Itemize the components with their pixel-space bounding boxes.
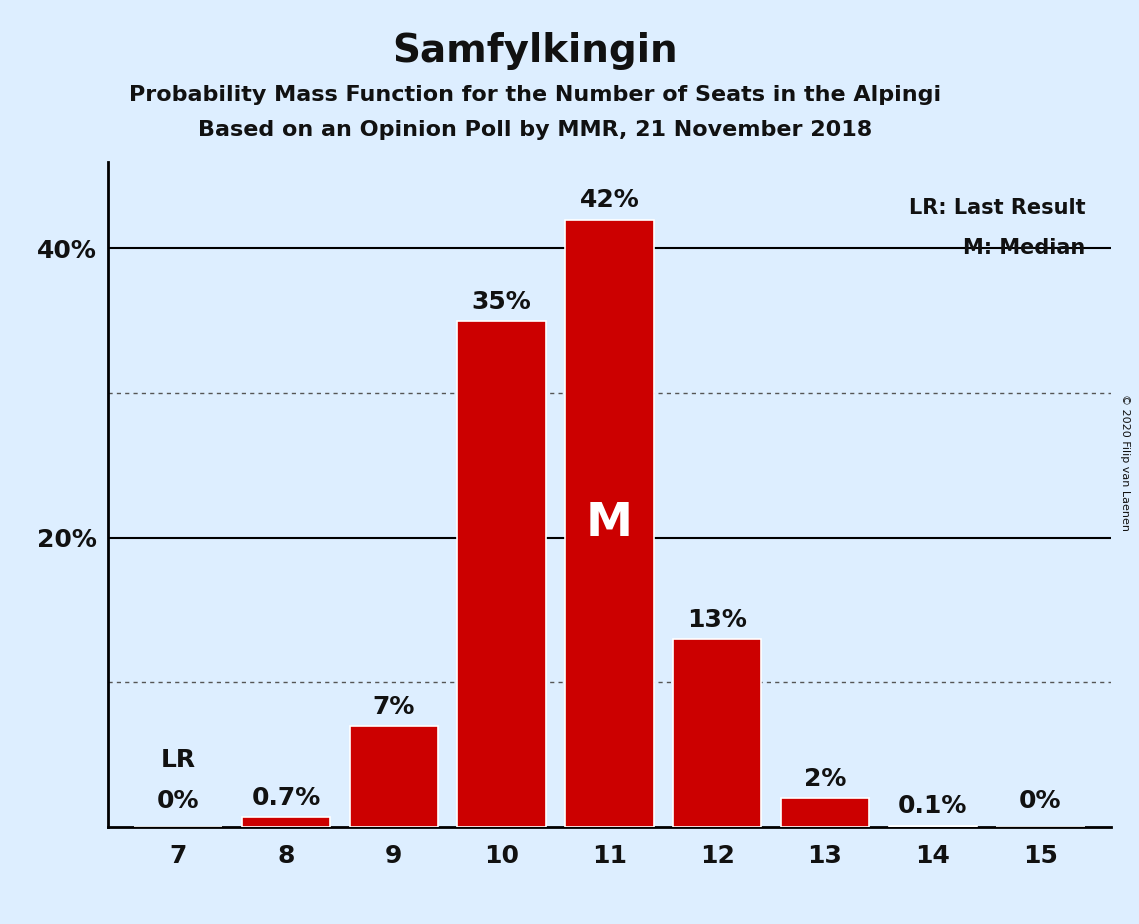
Text: Probability Mass Function for the Number of Seats in the Alpingi: Probability Mass Function for the Number… xyxy=(129,85,942,105)
Text: LR: Last Result: LR: Last Result xyxy=(909,199,1085,218)
Text: 0.7%: 0.7% xyxy=(252,785,321,809)
Text: 0.1%: 0.1% xyxy=(898,795,967,819)
Bar xyxy=(565,220,654,827)
Text: 7%: 7% xyxy=(372,695,415,719)
Bar xyxy=(888,825,977,827)
Text: 35%: 35% xyxy=(472,289,532,313)
Bar xyxy=(458,321,546,827)
Bar xyxy=(780,798,869,827)
Bar xyxy=(241,817,330,827)
Text: © 2020 Filip van Laenen: © 2020 Filip van Laenen xyxy=(1121,394,1130,530)
Text: 13%: 13% xyxy=(687,608,747,632)
Text: Samfylkingin: Samfylkingin xyxy=(393,32,678,70)
Text: 2%: 2% xyxy=(804,767,846,791)
Bar xyxy=(673,639,761,827)
Text: 0%: 0% xyxy=(157,788,199,812)
Text: M: M xyxy=(585,501,633,546)
Text: LR: LR xyxy=(161,748,196,772)
Text: 42%: 42% xyxy=(580,188,639,213)
Text: Based on an Opinion Poll by MMR, 21 November 2018: Based on an Opinion Poll by MMR, 21 Nove… xyxy=(198,120,872,140)
Bar xyxy=(350,725,439,827)
Text: M: Median: M: Median xyxy=(964,238,1085,258)
Text: 0%: 0% xyxy=(1019,788,1062,812)
